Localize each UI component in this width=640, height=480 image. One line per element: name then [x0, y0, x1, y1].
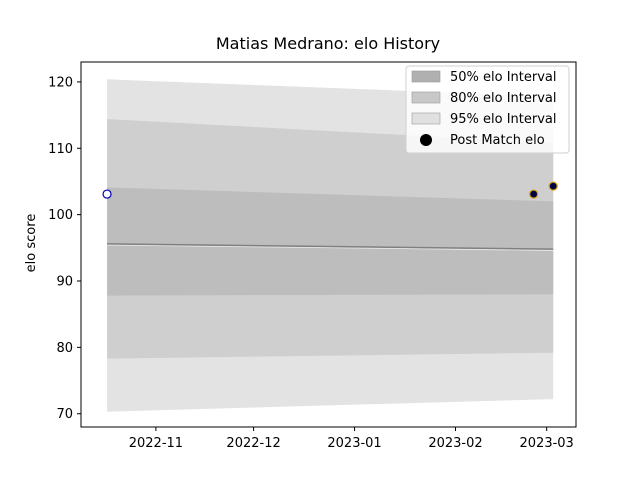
y-tick-label-2: 80: [56, 341, 73, 356]
legend-label-2: 80% elo Interval: [450, 91, 557, 106]
y-tick-label-1: 70: [56, 407, 73, 422]
mean-elo-line-group: [107, 243, 554, 251]
legend-box: [405, 65, 570, 154]
band-3: [107, 187, 554, 296]
legend-label-4: Post Match elo: [450, 133, 545, 148]
mean-elo-line-highlight: [107, 244, 554, 251]
legend-swatch-2: [411, 91, 441, 104]
post-match-point-1: [102, 189, 112, 199]
x-tick-label-1: 2022-11: [129, 436, 183, 451]
mean-elo-line: [107, 243, 554, 250]
chart-title: Matias Medrano: elo History: [216, 34, 440, 53]
x-tick-label-3: 2023-01: [327, 436, 381, 451]
y-tick-label-6: 120: [48, 75, 73, 90]
y-tick-label-5: 110: [48, 142, 73, 157]
x-tick-label-4: 2023-02: [428, 436, 482, 451]
y-tick-label-4: 100: [48, 208, 73, 223]
y-tick-label-3: 90: [56, 275, 73, 290]
x-tick-label-5: 2023-03: [520, 436, 574, 451]
legend-label-3: 95% elo Interval: [450, 112, 557, 127]
legend-marker-4: [420, 134, 432, 146]
y-axis-label: elo score: [24, 214, 39, 273]
interval-bands: [107, 79, 554, 412]
legend-swatch-3: [411, 112, 441, 125]
plot-frame: [80, 61, 577, 428]
y-axis: 70 80 90 100 110 120: [48, 75, 81, 422]
legend-label-1: 50% elo Interval: [450, 70, 557, 85]
post-match-point-3: [548, 181, 558, 191]
x-axis: 2022-11 2022-12 2023-01 2023-02 2023-03: [129, 427, 574, 451]
legend: 50% elo Interval 80% elo Interval 95% elo …: [405, 65, 570, 154]
legend-swatch-1: [411, 70, 441, 83]
post-match-points: [102, 181, 558, 199]
x-tick-label-2: 2022-12: [226, 436, 280, 451]
post-match-point-2: [529, 189, 539, 199]
